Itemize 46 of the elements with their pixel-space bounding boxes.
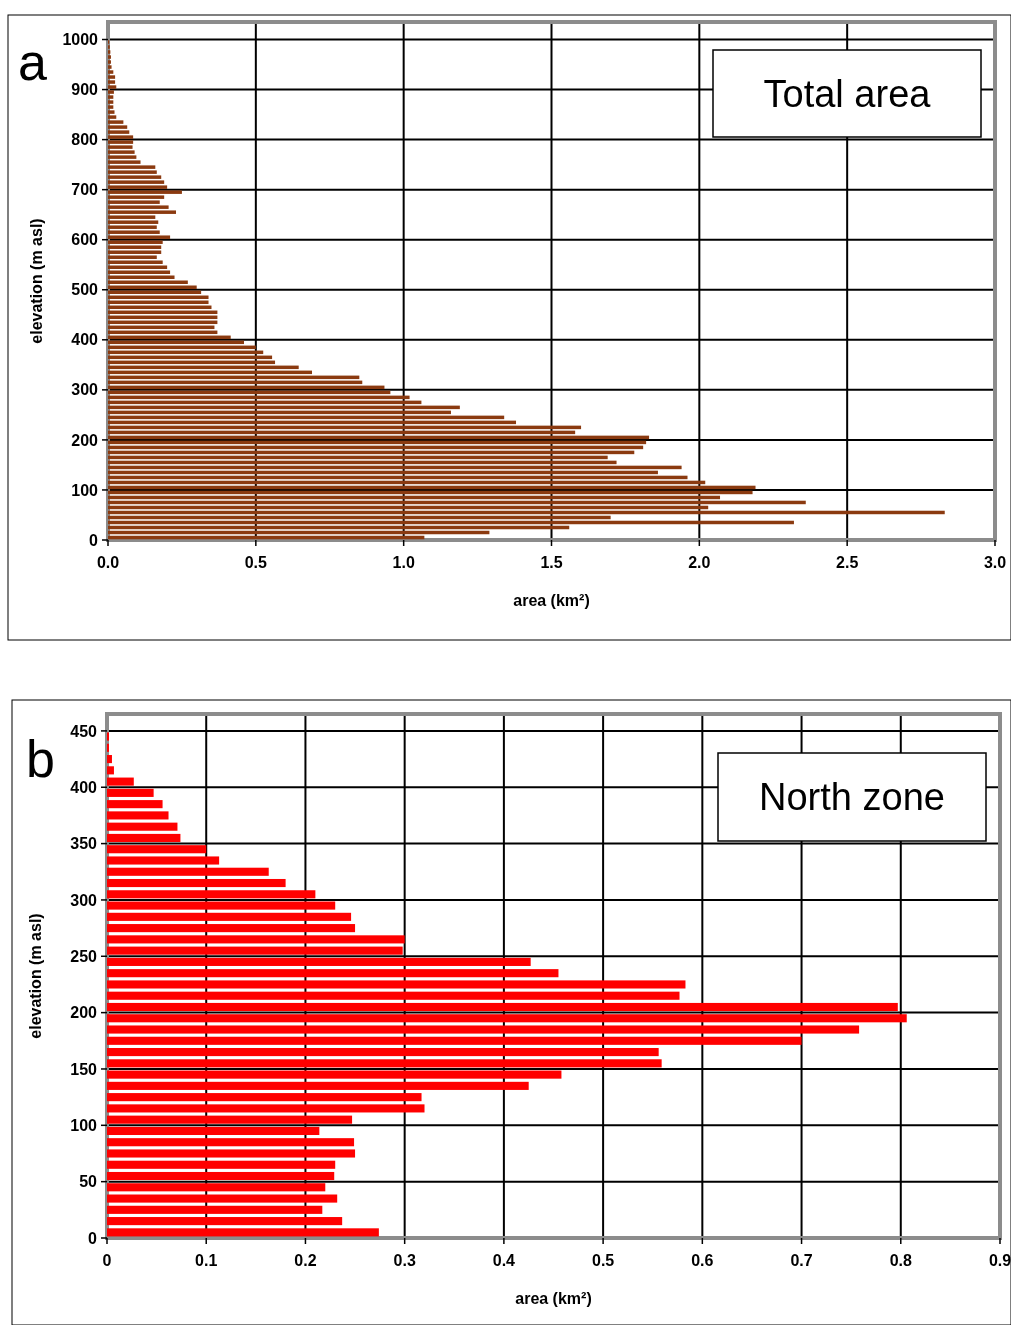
y-tick-label: 100 [70,1116,98,1134]
y-tick-label: 0 [88,1229,98,1247]
y-tick-label: 150 [70,1060,98,1078]
y-tick-label: 1000 [62,31,99,49]
y-tick-label: 450 [70,722,98,740]
x-tick-label: 0.6 [691,1252,714,1269]
x-tick-label: 0.0 [96,554,120,571]
y-tick-label: 400 [70,778,98,796]
y-tick-label: 600 [71,231,99,249]
x-axis-title: area (km²) [515,1290,592,1307]
x-tick-label: 0.5 [591,1252,615,1269]
y-axis-title: elevation (m asl) [28,218,45,344]
y-tick-label: 250 [70,947,98,965]
y-tick-label: 800 [71,131,99,149]
x-tick-label: 0.2 [294,1252,317,1269]
y-tick-label: 300 [71,381,99,399]
y-tick-label: 200 [71,431,99,449]
text: Total area [763,72,932,115]
text: b [26,730,55,788]
y-tick-label: 400 [71,331,99,349]
x-tick-label: 0.4 [492,1252,516,1269]
y-tick-label: 0 [89,531,99,549]
x-tick-label: 1.5 [540,554,563,571]
y-tick-label: 500 [71,281,99,299]
text: North zone [759,776,945,819]
y-tick-label: 700 [71,181,99,199]
y-tick-label: 300 [70,891,98,909]
y-tick-label: 200 [70,1004,98,1022]
x-tick-label: 0.9 [988,1252,1011,1269]
x-tick-label: 0.3 [393,1252,416,1269]
y-tick-label: 900 [71,81,99,99]
y-tick-label: 350 [70,835,98,853]
x-tick-label: 2.0 [688,554,711,571]
x-tick-label: 0.7 [790,1252,813,1269]
y-tick-label: 50 [79,1173,98,1191]
y-axis-title: elevation (m asl) [27,913,44,1039]
x-tick-label: 2.5 [836,554,859,571]
x-tick-label: 1.0 [392,554,415,571]
y-tick-label: 100 [71,481,99,499]
x-tick-label: 0.8 [889,1252,912,1269]
x-tick-label: 0.1 [195,1252,218,1269]
x-tick-label: 0 [102,1252,112,1269]
x-tick-label: 0.5 [244,554,268,571]
x-tick-label: 3.0 [983,554,1007,571]
x-axis-title: area (km²) [513,592,590,609]
text: a [18,33,47,91]
